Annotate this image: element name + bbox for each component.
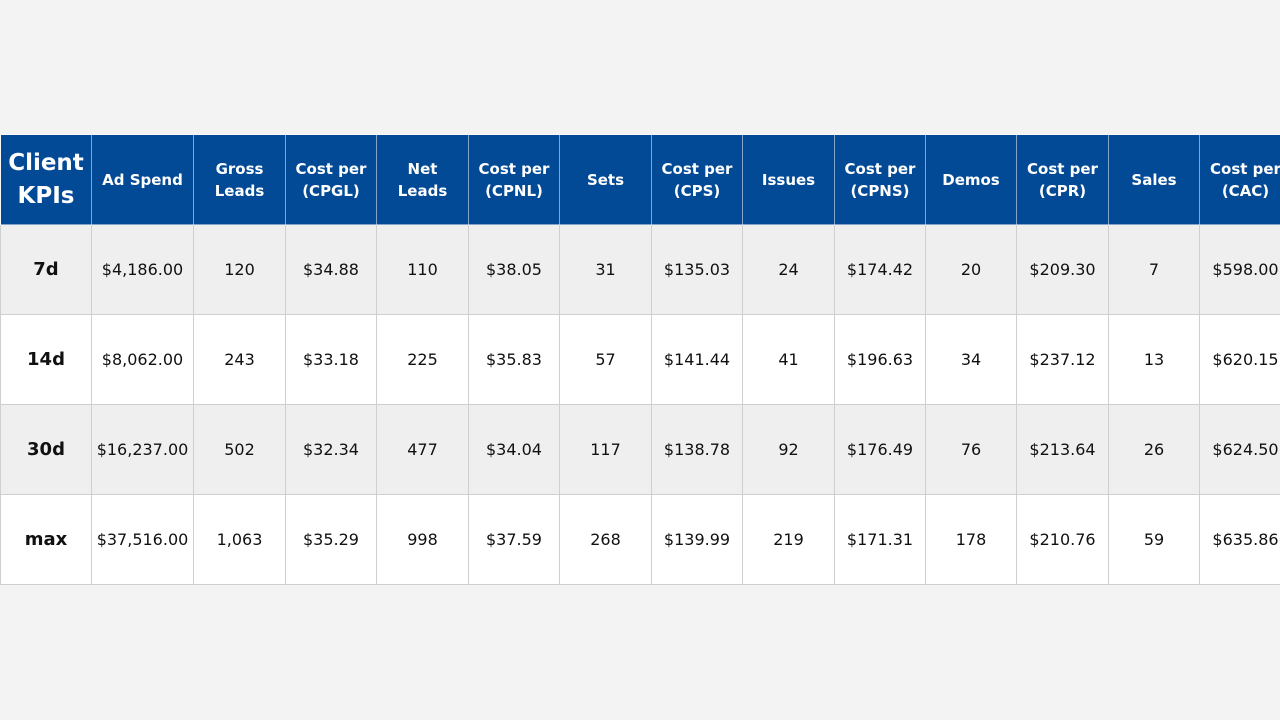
table-cell: 57	[559, 314, 652, 405]
table-cell: 7	[1108, 224, 1200, 315]
header-cell: Cost per (CPR)	[1016, 134, 1109, 225]
header-cell: Gross Leads	[193, 134, 286, 225]
table-cell: 76	[925, 404, 1017, 495]
header-cell: Ad Spend	[91, 134, 194, 225]
table-cell: 178	[925, 494, 1017, 585]
table-cell: $37.59	[468, 494, 560, 585]
table-cell: $237.12	[1016, 314, 1109, 405]
table-cell: $4,186.00	[91, 224, 194, 315]
table-cell: $210.76	[1016, 494, 1109, 585]
table-cell: $8,062.00	[91, 314, 194, 405]
table-cell: 502	[193, 404, 286, 495]
table-cell: $38.05	[468, 224, 560, 315]
table-cell: 243	[193, 314, 286, 405]
table-cell: $135.03	[651, 224, 743, 315]
row-label: 14d	[0, 314, 92, 405]
header-cell: Demos	[925, 134, 1017, 225]
table-cell: 59	[1108, 494, 1200, 585]
table-cell: 34	[925, 314, 1017, 405]
table-row: 14d $8,062.00 243 $33.18 225 $35.83 57 $141.44 4…	[0, 314, 1280, 405]
table-cell: 110	[376, 224, 469, 315]
row-label: 7d	[0, 224, 92, 315]
table-cell: 219	[742, 494, 835, 585]
table-cell: $598.00	[1199, 224, 1280, 315]
header-cell: Sales	[1108, 134, 1200, 225]
row-label: 30d	[0, 404, 92, 495]
table-cell: $139.99	[651, 494, 743, 585]
table-cell: $34.88	[285, 224, 377, 315]
table-cell: 13	[1108, 314, 1200, 405]
table-cell: $138.78	[651, 404, 743, 495]
header-cell: Cost per (CPGL)	[285, 134, 377, 225]
header-cell: Issues	[742, 134, 835, 225]
header-row: Client KPIs Ad Spend Gross Leads Cost per (…	[0, 134, 1280, 225]
header-cell: Sets	[559, 134, 652, 225]
table-cell: 998	[376, 494, 469, 585]
table-cell: $196.63	[834, 314, 926, 405]
table-cell: $171.31	[834, 494, 926, 585]
table-cell: $32.34	[285, 404, 377, 495]
header-cell: Net Leads	[376, 134, 469, 225]
row-label: max	[0, 494, 92, 585]
header-cell: Cost per (CAC)	[1199, 134, 1280, 225]
table-cell: $176.49	[834, 404, 926, 495]
table-row: 30d $16,237.00 502 $32.34 477 $34.04 117 $138.7…	[0, 404, 1280, 495]
table-cell: $16,237.00	[91, 404, 194, 495]
table-cell: $209.30	[1016, 224, 1109, 315]
table-cell: $141.44	[651, 314, 743, 405]
table-cell: $635.86	[1199, 494, 1280, 585]
header-cell: Cost per (CPS)	[651, 134, 743, 225]
table-cell: 92	[742, 404, 835, 495]
table-cell: $213.64	[1016, 404, 1109, 495]
table-row: 7d $4,186.00 120 $34.88 110 $38.05 31 $135.03 24…	[0, 224, 1280, 315]
table-cell: $620.15	[1199, 314, 1280, 405]
table-cell: 1,063	[193, 494, 286, 585]
header-cell: Cost per (CPNL)	[468, 134, 560, 225]
table-row: max $37,516.00 1,063 $35.29 998 $37.59 268 $139…	[0, 494, 1280, 585]
table-cell: 41	[742, 314, 835, 405]
table-cell: $624.50	[1199, 404, 1280, 495]
table-cell: $35.29	[285, 494, 377, 585]
header-cell: Cost per (CPNS)	[834, 134, 926, 225]
table-cell: $34.04	[468, 404, 560, 495]
table-cell: 477	[376, 404, 469, 495]
table-cell: $37,516.00	[91, 494, 194, 585]
table-cell: $174.42	[834, 224, 926, 315]
header-cell: Client KPIs	[0, 134, 92, 225]
table-cell: $35.83	[468, 314, 560, 405]
table-cell: 120	[193, 224, 286, 315]
table-cell: 268	[559, 494, 652, 585]
table-cell: 31	[559, 224, 652, 315]
table-body: 7d $4,186.00 120 $34.88 110 $38.05 31 $135.03 24…	[0, 224, 1280, 585]
table-cell: 24	[742, 224, 835, 315]
table-cell: 20	[925, 224, 1017, 315]
table-cell: 26	[1108, 404, 1200, 495]
table-cell: $33.18	[285, 314, 377, 405]
table-cell: 117	[559, 404, 652, 495]
table-wrapper: Client KPIs Ad Spend Gross Leads Cost per (…	[0, 134, 1280, 585]
table-cell: 225	[376, 314, 469, 405]
kpi-table: Client KPIs Ad Spend Gross Leads Cost per (…	[0, 134, 1280, 585]
